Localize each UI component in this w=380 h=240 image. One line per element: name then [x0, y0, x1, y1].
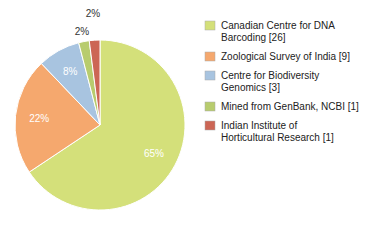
legend: Canadian Centre for DNABarcoding [26] Zoo… [205, 20, 359, 143]
data-label: 2% [86, 8, 101, 19]
legend-swatch [205, 71, 215, 80]
legend-entry: Indian Institute ofHorticultural Researc… [221, 120, 334, 143]
legend-line: Centre for Biodiversity [221, 70, 319, 81]
legend-line: Mined from GenBank, NCBI [1] [221, 101, 359, 112]
data-labels: 65% 22% 8% 2% 2% [29, 8, 164, 160]
legend-swatch [205, 121, 215, 130]
legend-entry: Zoological Survey of India [9] [221, 51, 350, 62]
pie-slice [89, 40, 100, 125]
legend-swatch [205, 102, 215, 111]
slices [15, 40, 185, 210]
pie-slice [79, 41, 100, 125]
legend-swatch [205, 21, 215, 30]
legend-line: Genomics [3] [221, 82, 280, 93]
legend-entry: Centre for BiodiversityGenomics [3] [221, 70, 319, 93]
pie-chart: 65% 22% 8% 2% 2% Canadian Centre for DNABarco… [0, 0, 380, 240]
legend-entry: Mined from GenBank, NCBI [1] [221, 101, 359, 112]
data-label: 8% [63, 66, 78, 77]
legend-swatch [205, 52, 215, 61]
legend-line: Barcoding [26] [221, 32, 286, 43]
legend-line: Horticultural Research [1] [221, 132, 334, 143]
data-label: 2% [75, 26, 90, 37]
legend-line: Indian Institute of [221, 120, 297, 131]
legend-line: Canadian Centre for DNA [221, 20, 335, 31]
data-label: 65% [144, 148, 164, 159]
data-label: 22% [29, 113, 49, 124]
legend-entry: Canadian Centre for DNABarcoding [26] [221, 20, 335, 43]
chart-container: 65% 22% 8% 2% 2% Canadian Centre for DNABarco… [0, 0, 380, 240]
legend-line: Zoological Survey of India [9] [221, 51, 350, 62]
